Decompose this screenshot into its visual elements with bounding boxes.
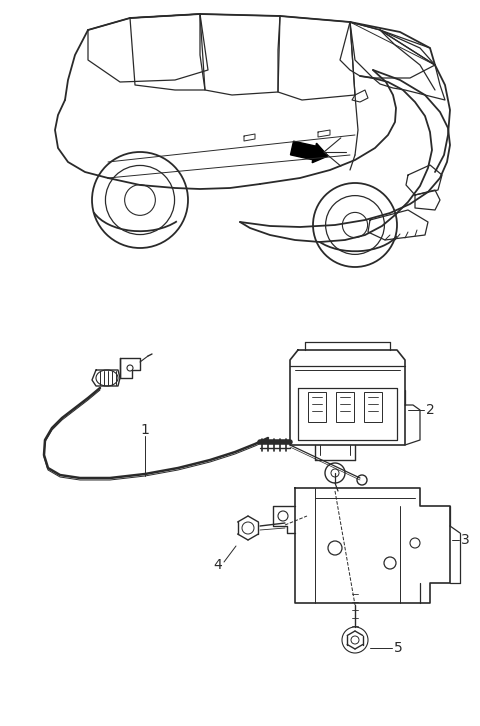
FancyBboxPatch shape — [364, 392, 382, 422]
FancyBboxPatch shape — [308, 392, 326, 422]
FancyBboxPatch shape — [336, 392, 354, 422]
Text: 3: 3 — [461, 533, 469, 547]
Text: 2: 2 — [426, 403, 434, 417]
Text: 5: 5 — [394, 641, 402, 655]
Text: 1: 1 — [141, 423, 149, 437]
Text: 4: 4 — [214, 558, 222, 572]
FancyArrow shape — [290, 141, 328, 163]
